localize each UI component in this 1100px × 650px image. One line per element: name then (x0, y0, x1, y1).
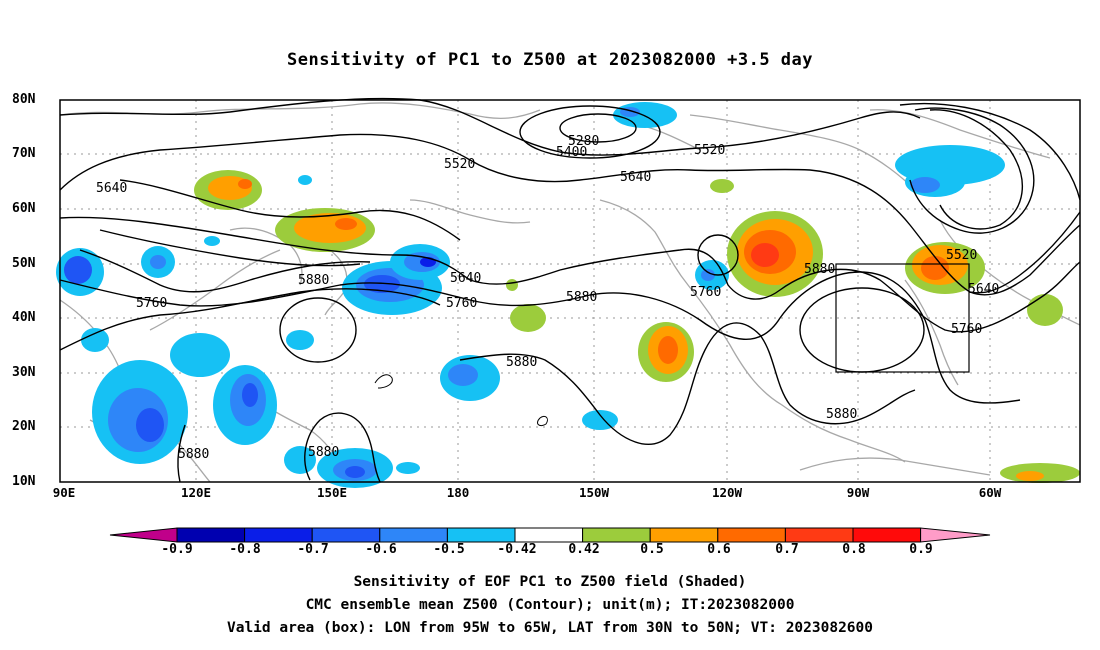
contour-label: 5640 (96, 181, 127, 196)
colorbar-tick-label: -0.7 (297, 542, 329, 557)
lon-label: 90E (52, 485, 76, 500)
colorbar-tick-label: 0.9 (909, 542, 933, 557)
colorbar-swatch (582, 527, 651, 543)
lat-label: 20N (12, 419, 36, 434)
contour-label: 5880 (804, 262, 835, 277)
colorbar-swatch (852, 527, 922, 543)
colorbar-tick-label: 0.42 (568, 542, 600, 557)
colorbar-swatch (649, 527, 719, 543)
lat-label: 70N (12, 146, 36, 161)
colorbar-tick-label: -0.5 (433, 542, 465, 557)
colorbar-swatch (379, 527, 448, 543)
colorbar-swatch (176, 527, 246, 543)
z500-contours (59, 97, 1081, 483)
contour-label: 5880 (178, 447, 209, 462)
valid-area-box (835, 263, 970, 373)
contour-label: 5520 (694, 143, 725, 158)
colorbar-extend-low (109, 527, 178, 543)
caption-line-1: Sensitivity of EOF PC1 to Z500 field (Sh… (353, 574, 747, 590)
lon-label: 150E (316, 485, 348, 500)
islands (374, 374, 548, 427)
colorbar (109, 527, 991, 543)
contour-label: 5760 (136, 296, 167, 311)
colorbar-extend-high (920, 527, 991, 543)
lon-label: 150W (578, 485, 610, 500)
colorbar-swatch (514, 527, 584, 543)
contour-label: 5520 (444, 157, 475, 172)
colorbar-tick-label: 0.7 (775, 542, 799, 557)
contour-label: 5880 (298, 273, 329, 288)
colorbar-tick-label: 0.6 (707, 542, 731, 557)
contour-label: 5760 (690, 285, 721, 300)
lat-label: 60N (12, 201, 36, 216)
lon-label: 120E (180, 485, 212, 500)
colorbar-swatch (446, 527, 516, 543)
lat-label: 10N (12, 474, 36, 489)
lon-label: 120W (711, 485, 743, 500)
lon-label: 90W (846, 485, 870, 500)
contour-label: 5880 (566, 290, 597, 305)
lon-label: 60W (978, 485, 1002, 500)
contour-label: 5400 (556, 145, 587, 160)
colorbar-tick-label: -0.6 (365, 542, 397, 557)
colorbar-swatch (784, 527, 854, 543)
contour-label: 5880 (506, 355, 537, 370)
contour-label: 5640 (968, 282, 999, 297)
colorbar-tick-label: 0.5 (640, 542, 664, 557)
colorbar-swatch (717, 527, 786, 543)
shading (56, 102, 1080, 488)
colorbar-tick-label: -0.8 (229, 542, 261, 557)
colorbar-tick-label: -0.9 (161, 542, 193, 557)
contour-label: 5280 (568, 134, 599, 149)
contour-label: 5760 (446, 296, 477, 311)
colorbar-tick-label: -0.42 (497, 542, 537, 557)
lat-label: 50N (12, 256, 36, 271)
contour-label: 5520 (946, 248, 977, 263)
lon-label: 180 (446, 485, 470, 500)
map-frame (59, 99, 1081, 483)
colorbar-swatch (311, 527, 381, 543)
lat-label: 40N (12, 310, 36, 325)
figure-title: Sensitivity of PC1 to Z500 at 2023082000… (286, 50, 813, 70)
lat-label: 30N (12, 365, 36, 380)
lat-label: 80N (12, 92, 36, 107)
contour-label: 5640 (450, 271, 481, 286)
contour-labels: 5280 5400 5520 5520 5520 5640 5640 5640 … (96, 134, 999, 462)
colorbar-tick-label: 0.8 (842, 542, 866, 557)
contour-label: 5880 (308, 445, 339, 460)
caption-line-2: CMC ensemble mean Z500 (Contour); unit(m… (305, 597, 795, 613)
contour-label: 5640 (620, 170, 651, 185)
contour-label: 5760 (951, 322, 982, 337)
colorbar-swatch (244, 527, 313, 543)
contour-label: 5880 (826, 407, 857, 422)
caption-line-3: Valid area (box): LON from 95W to 65W, L… (226, 620, 873, 636)
